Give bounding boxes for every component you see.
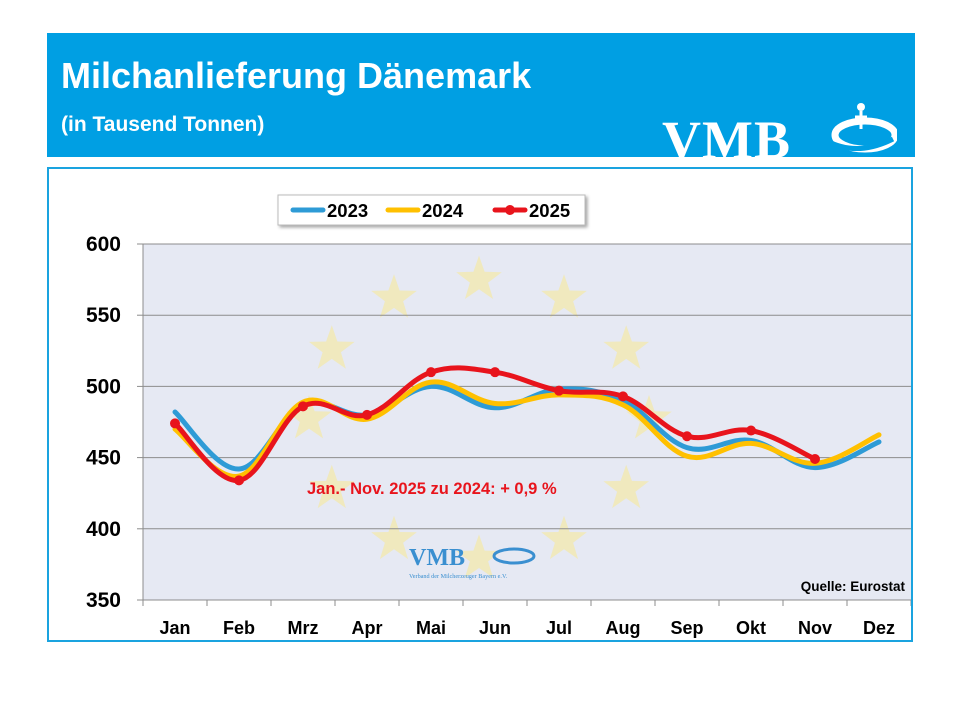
eu-star xyxy=(309,464,355,509)
series-group xyxy=(170,365,882,486)
x-tick-label: Apr xyxy=(352,618,383,638)
x-axis-ticks: Jan Feb Mrz Apr Mai Jun Jul Aug Sep Okt Nov Dez xyxy=(159,618,895,638)
data-point-2025 xyxy=(554,385,564,396)
data-point-2025 xyxy=(746,425,756,436)
annotation-text: Jan.- Nov. 2025 zu 2024: + 0,9 % xyxy=(307,480,557,498)
eu-star xyxy=(309,325,355,369)
plot-area xyxy=(143,244,911,600)
data-point-2025 xyxy=(298,401,308,412)
eu-star xyxy=(603,325,649,369)
y-tick-label: 550 xyxy=(86,304,121,327)
vmb-logo-icon xyxy=(825,103,897,153)
data-point-2025 xyxy=(234,475,244,486)
series-line-2024 xyxy=(172,379,882,479)
source-label: Quelle: Eurostat xyxy=(801,579,906,594)
x-tick-label: Aug xyxy=(606,618,641,638)
x-tick-label: Okt xyxy=(736,618,766,638)
chart-svg: 350 400 450 500 550 600 Jan Feb Mrz Apr Mai Jun Jul… xyxy=(86,194,912,638)
x-tick-label: Jul xyxy=(546,618,572,638)
data-point-2025 xyxy=(490,367,500,378)
data-point-2025 xyxy=(810,454,820,465)
data-point-2025 xyxy=(426,367,436,378)
vmb-watermark-icon xyxy=(492,547,536,565)
x-tick-label: Mrz xyxy=(288,618,319,638)
eu-star xyxy=(286,395,332,439)
legend-label-2023: 2023 xyxy=(327,200,368,221)
x-tick-label: Nov xyxy=(798,618,832,638)
vmb-logo-text: VMB xyxy=(662,110,791,170)
data-point-2025 xyxy=(682,431,692,442)
x-tick-label: Jun xyxy=(479,618,511,638)
eu-star xyxy=(541,515,587,560)
legend-label-2025: 2025 xyxy=(529,200,570,221)
legend-box xyxy=(277,194,586,226)
eu-star xyxy=(371,274,417,318)
eu-star xyxy=(603,464,649,509)
header-banner: Milchanlieferung Dänemark (in Tausend To… xyxy=(47,33,915,170)
x-tick-label: Mai xyxy=(416,618,446,638)
chart-panel: 350 400 450 500 550 600 Jan Feb Mrz Apr Mai Jun Jul… xyxy=(47,167,913,642)
y-axis-ticks: 350 400 450 500 550 600 xyxy=(86,233,121,612)
page-subtitle: (in Tausend Tonnen) xyxy=(61,113,265,136)
vmb-watermark-caption: Verband der Milcherzeuger Bayern e.V. xyxy=(409,573,508,580)
y-tick-label: 350 xyxy=(86,589,121,612)
eu-star xyxy=(456,255,502,299)
legend: 2023 2024 2025 xyxy=(277,194,586,226)
legend-marker-2025 xyxy=(505,205,515,215)
y-tick-label: 500 xyxy=(86,375,121,398)
eu-star xyxy=(371,515,417,560)
eu-star xyxy=(456,534,502,578)
y-tick-label: 600 xyxy=(86,233,121,256)
legend-label-2024: 2024 xyxy=(422,200,464,221)
x-tick-label: Sep xyxy=(670,618,703,638)
y-tick-label: 450 xyxy=(86,447,121,470)
vmb-watermark-text: VMB xyxy=(409,545,465,571)
x-tick-label: Dez xyxy=(863,618,895,638)
y-tick-label: 400 xyxy=(86,518,121,541)
vmb-watermark: VMB Verband der Milcherzeuger Bayern e.V… xyxy=(409,545,536,580)
data-point-2025 xyxy=(618,391,628,402)
x-tick-label: Jan xyxy=(159,618,190,638)
x-tick-label: Feb xyxy=(223,618,255,638)
page-title: Milchanlieferung Dänemark xyxy=(61,55,532,96)
gridlines xyxy=(137,243,912,606)
data-point-2025 xyxy=(170,418,180,429)
eu-star xyxy=(541,274,587,318)
data-point-2025 xyxy=(362,409,372,420)
series-line-2025 xyxy=(172,365,818,483)
